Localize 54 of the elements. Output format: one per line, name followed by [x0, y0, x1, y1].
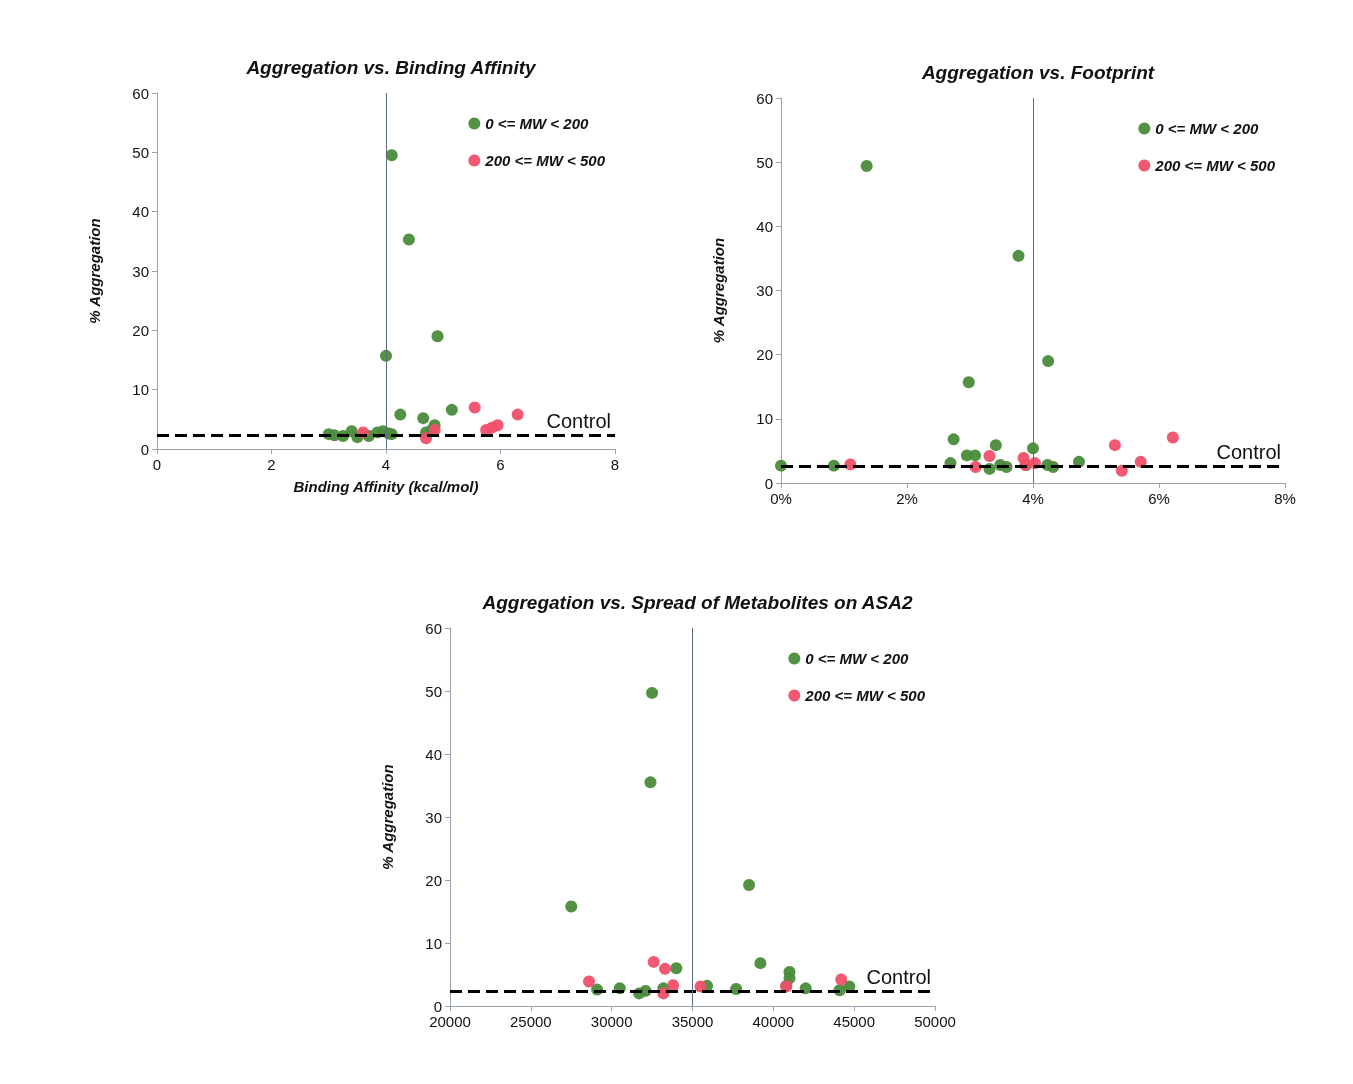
x-tick-label: 2	[267, 456, 276, 473]
x-tick-label: 25000	[509, 1013, 552, 1030]
x-axis-title: Binding Affinity (kcal/mol)	[293, 478, 479, 495]
ref-line-label: Control	[866, 965, 931, 988]
y-tick-label: 40	[425, 745, 442, 763]
y-tick-label: 60	[756, 89, 773, 107]
y-tick-label: 10	[132, 381, 149, 399]
y-tick-label: 0	[433, 997, 442, 1015]
x-tick-label: 35000	[671, 1013, 714, 1030]
y-tick-label: 30	[425, 808, 442, 826]
legend-label: 200 <= MW < 500	[1154, 157, 1276, 174]
chart-title: Aggregation vs. Spread of Metabolites on ASA2	[481, 592, 913, 613]
x-tick-label: 8%	[1274, 490, 1296, 507]
x-tick-label: 6	[496, 456, 505, 473]
legend-label: 0 <= MW < 200	[1155, 120, 1259, 137]
legend-label: 200 <= MW < 500	[484, 152, 606, 169]
y-axis-title: % Aggregation	[379, 764, 396, 870]
x-tick-label: 50000	[914, 1013, 956, 1030]
y-tick-label: 60	[132, 84, 149, 102]
y-tick-label: 10	[425, 934, 442, 952]
y-tick-label: 40	[132, 203, 149, 221]
x-tick-label: 20000	[429, 1013, 471, 1030]
y-tick-label: 40	[756, 217, 773, 235]
x-tick-label: 0%	[770, 490, 792, 507]
x-tick-label: 6%	[1148, 490, 1170, 507]
y-tick-label: 20	[425, 871, 442, 889]
y-tick-label: 50	[425, 682, 442, 700]
legend-label: 0 <= MW < 200	[485, 115, 589, 132]
legend-label: 0 <= MW < 200	[805, 650, 909, 667]
x-tick-label: 4	[381, 456, 391, 473]
x-tick-label: 45000	[833, 1013, 876, 1030]
y-tick-label: 0	[764, 474, 773, 492]
x-tick-label: 40000	[752, 1013, 795, 1030]
chart-title: Aggregation vs. Footprint	[920, 62, 1155, 83]
x-tick-label: 8	[610, 456, 620, 473]
y-tick-label: 50	[756, 153, 773, 171]
y-tick-label: 20	[756, 346, 773, 364]
y-axis-title: % Aggregation	[710, 237, 727, 344]
y-tick-label: 10	[756, 410, 773, 428]
y-tick-label: 30	[756, 282, 773, 299]
ref-line-label: Control	[546, 409, 611, 432]
ref-line-label: Control	[1216, 441, 1281, 464]
y-tick-label: 30	[132, 262, 149, 280]
y-axis-title: % Aggregation	[86, 218, 103, 324]
y-tick-label: 20	[132, 321, 149, 339]
x-tick-label: 2%	[896, 490, 918, 507]
x-tick-label: 30000	[590, 1013, 633, 1030]
chart-title: Aggregation vs. Binding Affinity	[245, 57, 538, 78]
x-tick-label: 4%	[1022, 490, 1044, 507]
legend-label: 200 <= MW < 500	[804, 687, 926, 704]
y-tick-label: 0	[140, 440, 149, 458]
y-tick-label: 60	[425, 619, 442, 637]
x-tick-label: 0	[152, 456, 162, 473]
y-tick-label: 50	[132, 143, 149, 161]
